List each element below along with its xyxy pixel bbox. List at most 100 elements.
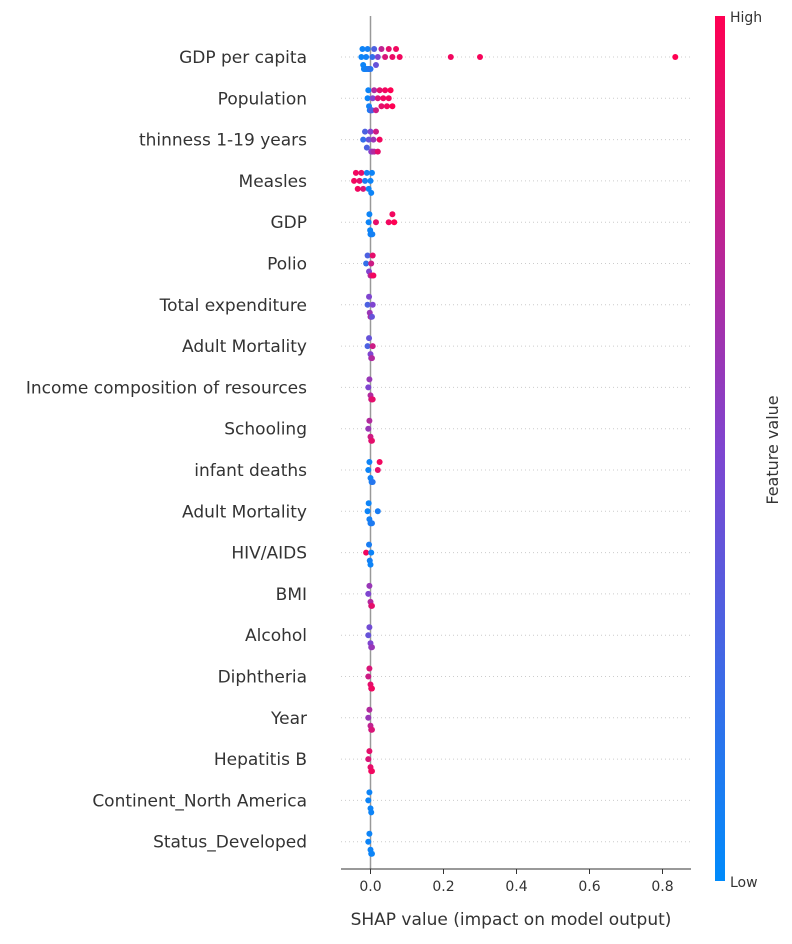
- shap-dot: [366, 376, 373, 383]
- shap-dot: [354, 185, 361, 192]
- shap-dot: [385, 219, 392, 226]
- shap-dot: [391, 219, 398, 226]
- shap-dot: [393, 46, 400, 52]
- shap-dot: [376, 459, 383, 465]
- shap-dot: [366, 748, 373, 755]
- shap-dot: [366, 335, 373, 342]
- shap-dot: [672, 54, 679, 60]
- shap-dot: [365, 797, 372, 804]
- shap-dot: [368, 313, 375, 320]
- shap-dot: [368, 809, 375, 816]
- shap-dot: [389, 211, 396, 218]
- shap-dot: [372, 62, 379, 68]
- shap-dot: [366, 706, 373, 713]
- shap-dot: [367, 561, 374, 568]
- feature-labels: GDP per capita Population thinness 1-19 ye…: [26, 48, 307, 853]
- shap-dot: [358, 54, 365, 60]
- shap-dot: [365, 632, 372, 639]
- shap-dot: [374, 54, 381, 60]
- shap-dot: [369, 231, 376, 238]
- shap-dot: [368, 169, 375, 176]
- shap-dot: [382, 87, 389, 94]
- feature-label: Income composition of resources: [26, 378, 307, 398]
- shap-dot: [366, 293, 373, 300]
- feature-label: Measles: [239, 172, 308, 192]
- shap-dot: [367, 128, 374, 135]
- shap-dot: [366, 211, 373, 218]
- shap-dot: [363, 549, 370, 556]
- shap-dot: [367, 66, 374, 72]
- shap-dot: [368, 437, 375, 444]
- shap-dot: [378, 103, 385, 110]
- shap-dot: [363, 144, 370, 151]
- feature-label: GDP per capita: [179, 48, 307, 68]
- shap-dot: [374, 508, 381, 515]
- shap-dot: [367, 177, 374, 184]
- shap-dot: [365, 87, 372, 94]
- shap-dot: [374, 148, 381, 155]
- shap-dot: [383, 103, 390, 110]
- shap-dot: [396, 54, 403, 60]
- shap-dot: [376, 136, 383, 143]
- shap-dot: [362, 128, 369, 135]
- shap-dot: [364, 343, 371, 350]
- feature-label: Population: [218, 89, 307, 109]
- feature-label: Polio: [267, 255, 307, 275]
- colorbar-low-label: Low: [730, 875, 758, 891]
- shap-dot: [387, 87, 394, 94]
- colorbar: High Low Feature value: [715, 10, 782, 891]
- shap-dot: [369, 301, 376, 308]
- shap-dot: [364, 301, 371, 308]
- shap-dot: [358, 169, 365, 176]
- shap-dot: [362, 177, 369, 184]
- shap-dot: [364, 95, 371, 102]
- shap-dot: [369, 252, 376, 259]
- shap-dots: [351, 46, 679, 857]
- feature-label: thinness 1-19 years: [139, 131, 307, 151]
- shap-dot: [368, 520, 375, 527]
- feature-label: Adult Mortality: [182, 337, 307, 357]
- row-gridlines: [341, 56, 691, 843]
- shap-dot: [364, 508, 371, 515]
- shap-dot: [372, 107, 379, 114]
- shap-dot: [366, 789, 373, 796]
- feature-label: GDP: [270, 213, 307, 233]
- shap-dot: [364, 252, 371, 259]
- shap-dot: [368, 644, 375, 651]
- feature-label: Schooling: [224, 420, 307, 440]
- shap-dot: [365, 384, 372, 391]
- feature-label: Status_Developed: [153, 833, 307, 853]
- colorbar-gradient: [715, 16, 725, 881]
- shap-dot: [369, 95, 376, 102]
- shap-dot: [365, 467, 372, 473]
- shap-dot: [368, 768, 375, 775]
- shap-dot: [366, 665, 373, 672]
- shap-dot: [385, 46, 392, 52]
- shap-dot: [369, 343, 376, 350]
- shap-dot: [370, 136, 377, 143]
- shap-dot: [368, 726, 375, 733]
- shap-dot: [363, 169, 370, 176]
- feature-label: Total expenditure: [159, 296, 307, 316]
- shap-dot: [382, 54, 389, 60]
- x-tick-label: 0.8: [651, 879, 673, 895]
- shap-dot: [365, 673, 372, 680]
- shap-dot: [365, 219, 372, 226]
- feature-label: Diphtheria: [218, 668, 307, 688]
- shap-dot: [389, 103, 396, 110]
- shap-dot: [366, 582, 373, 589]
- shap-dot: [363, 260, 370, 267]
- shap-dot: [368, 685, 375, 692]
- shap-dot: [364, 46, 371, 52]
- shap-dot: [385, 95, 392, 102]
- shap-dot: [366, 417, 373, 424]
- shap-dot: [368, 189, 375, 196]
- shap-dot: [369, 479, 376, 485]
- shap-dot: [368, 850, 375, 857]
- shap-dot: [389, 54, 396, 60]
- feature-label: HIV/AIDS: [231, 544, 307, 564]
- shap-dot: [447, 54, 454, 60]
- shap-dot: [372, 219, 379, 226]
- shap-dot: [368, 602, 375, 609]
